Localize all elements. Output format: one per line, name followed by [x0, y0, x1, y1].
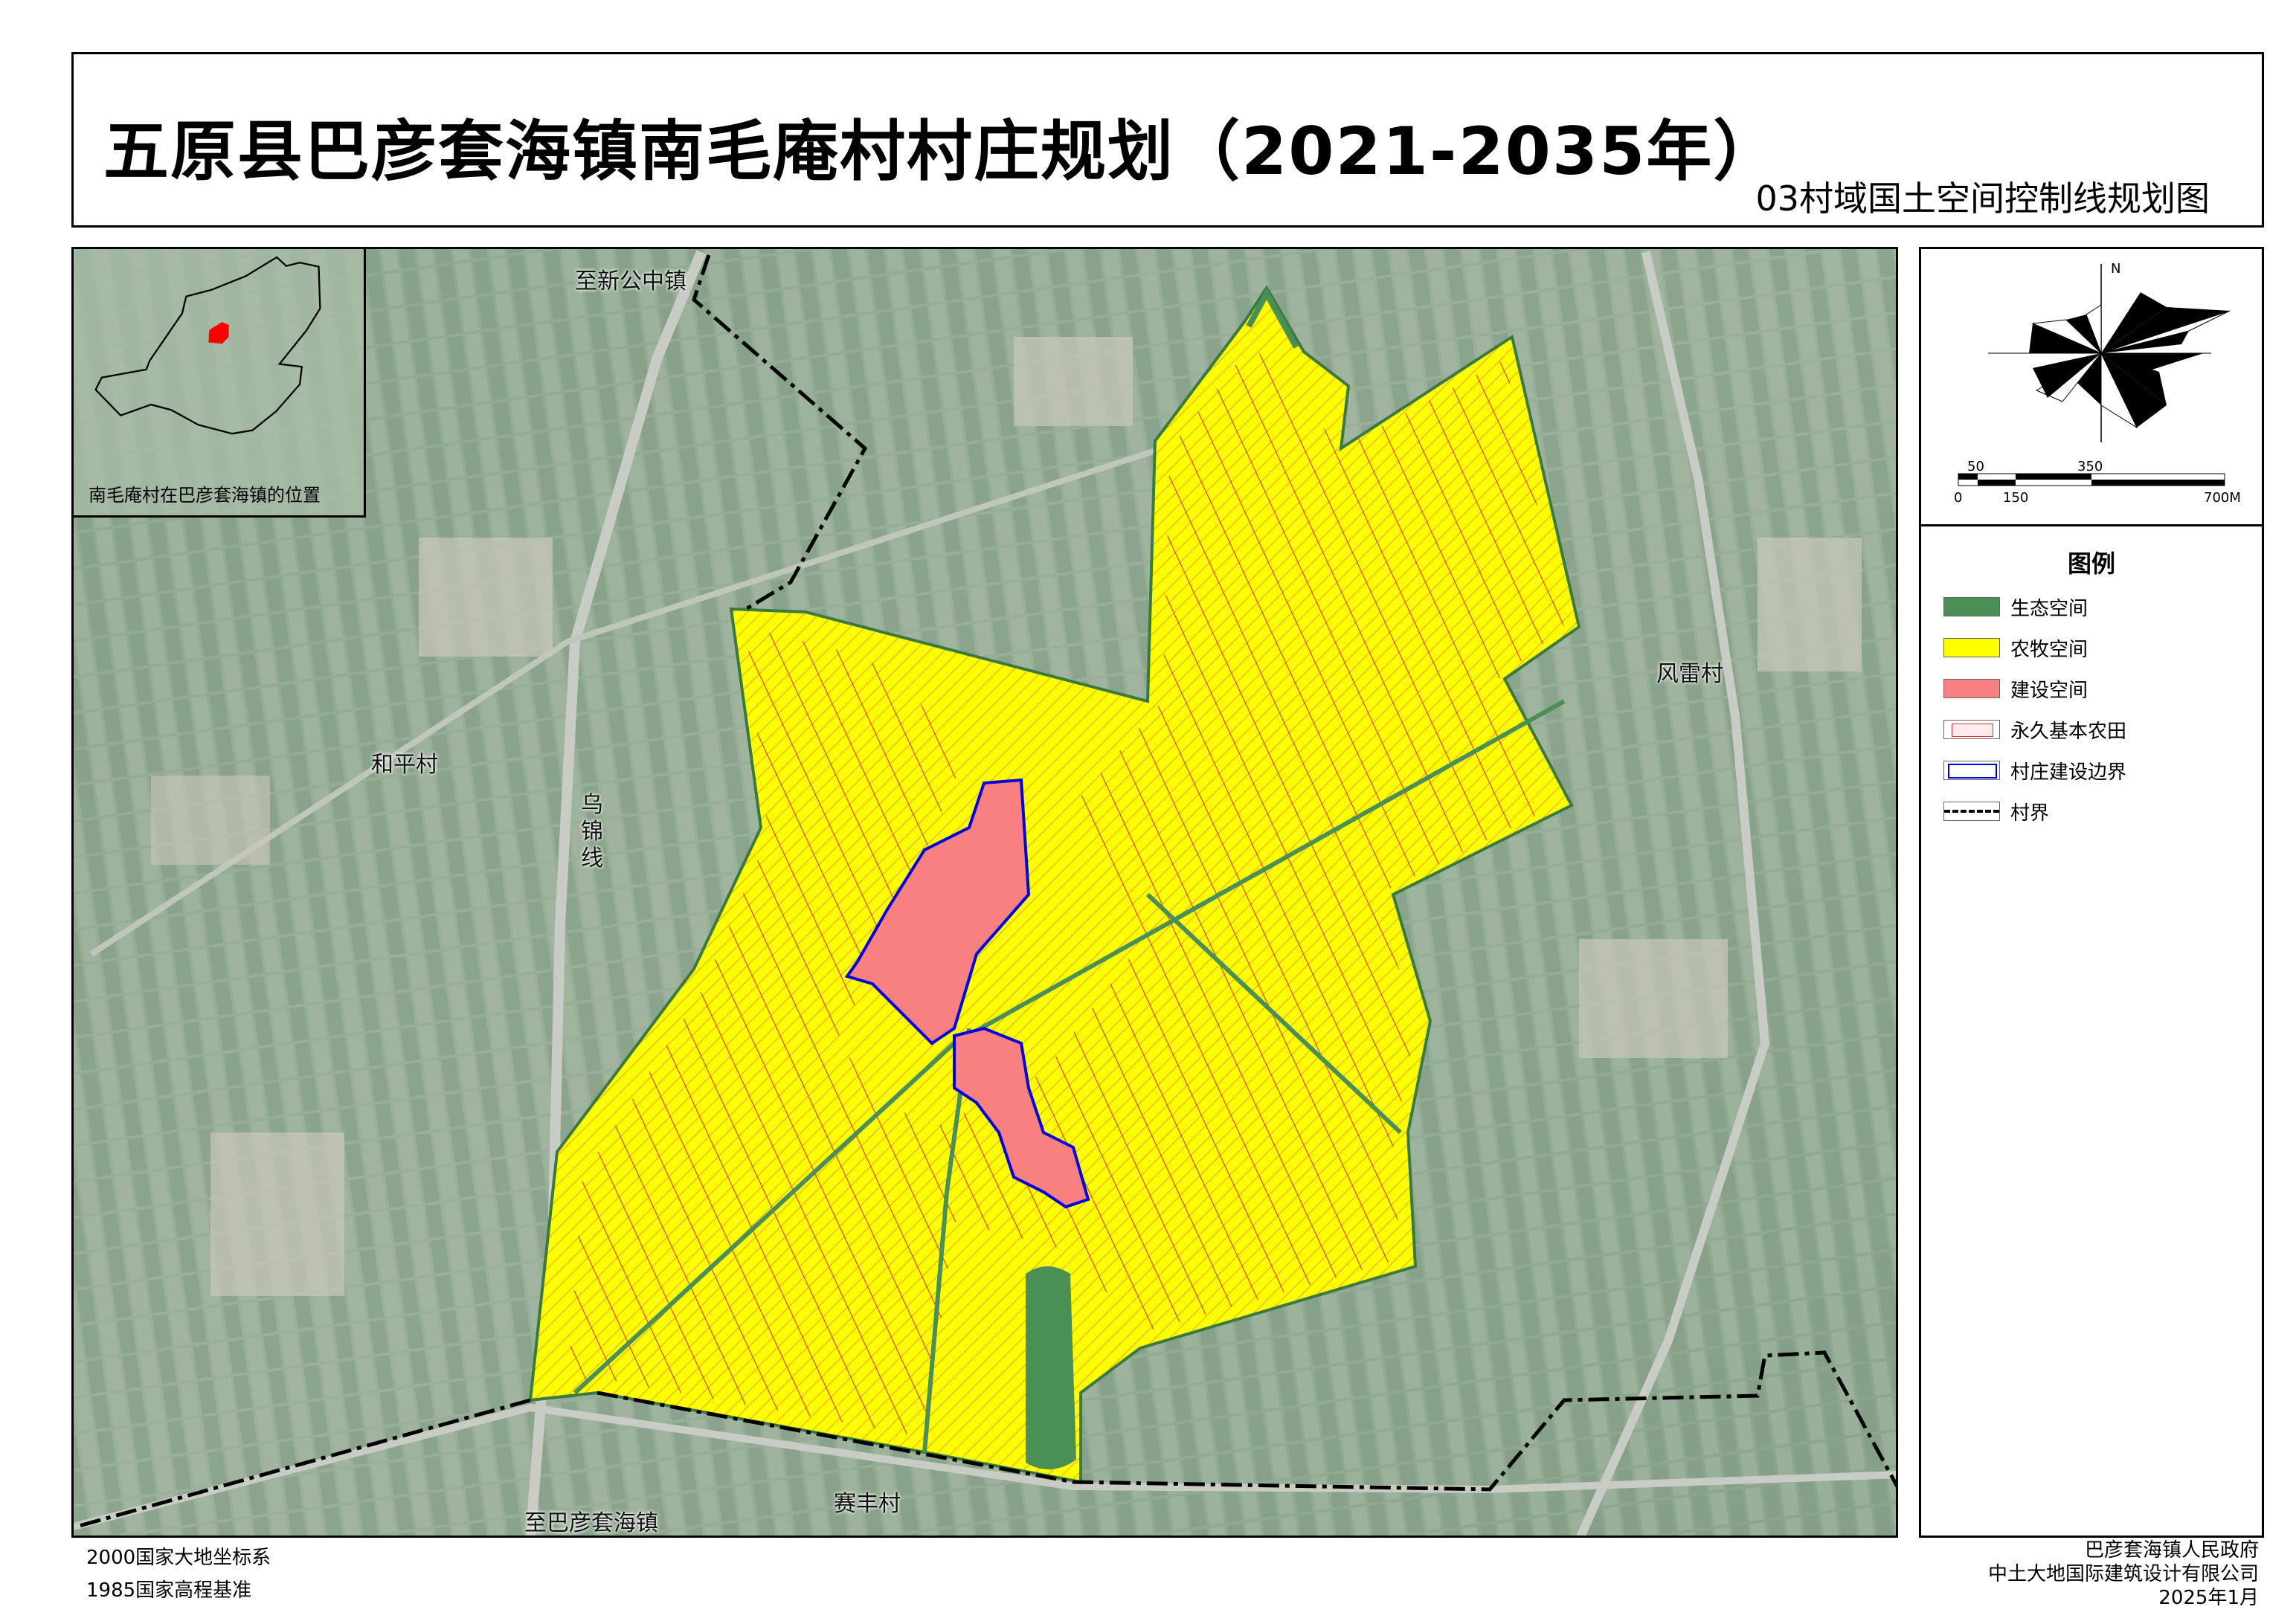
map-frame[interactable]: 南毛庵村在巴彦套海镇的位置 至新公中镇 和平村 乌锦线 风雷村 至巴彦套海镇 赛…	[71, 247, 1898, 1538]
ecological-strip-north	[1246, 287, 1299, 349]
label-west-village: 和平村	[371, 752, 438, 778]
swatch-agri	[1943, 638, 2000, 657]
issue-date: 2025年1月	[2158, 1587, 2259, 1609]
legend-item-construction: 建设空间	[1943, 677, 2088, 702]
label-north-road: 至新公中镇	[575, 268, 686, 294]
title-box: 五原县巴彦套海镇南毛庵村村庄规划（2021-2035年） 03村域国土空间控制线…	[71, 52, 2264, 228]
legend-item-village-line: 村界	[1943, 800, 2050, 825]
legend-item-ecological: 生态空间	[1943, 596, 2088, 620]
compass-scale-area: N 50 350 0 150 700M	[1921, 249, 2262, 526]
settlement	[210, 1132, 344, 1296]
swatch-village-construction-boundary	[1943, 761, 2000, 780]
road-east	[1576, 251, 1770, 1536]
swatch-ecological	[1943, 597, 2000, 616]
design-company: 中土大地国际建筑设计有限公司	[1987, 1563, 2259, 1585]
scale-label: 50	[1967, 459, 1984, 474]
construction-space-main[interactable]	[844, 778, 1031, 1045]
page-title: 五原县巴彦套海镇南毛庵村村庄规划（2021-2035年）	[103, 113, 1781, 190]
settlement	[1014, 337, 1133, 426]
legend-title: 图例	[2067, 550, 2115, 578]
scale-bar	[1958, 473, 2225, 486]
location-inset: 南毛庵村在巴彦套海镇的位置	[74, 249, 366, 518]
scale-label: 0	[1954, 490, 1962, 506]
permanent-basic-farmland[interactable]	[567, 344, 1564, 1437]
inset-caption: 南毛庵村在巴彦套海镇的位置	[89, 485, 321, 506]
label-south-village: 赛丰村	[834, 1491, 901, 1517]
legend-item-farmland: 永久基本农田	[1943, 718, 2127, 743]
scale-label: 350	[2077, 459, 2103, 474]
legend-label: 永久基本农田	[2010, 720, 2127, 743]
settlement	[1758, 538, 1862, 671]
map-canvas	[74, 249, 1896, 1536]
ecological-pond[interactable]	[1026, 1266, 1076, 1470]
township-outline	[94, 256, 321, 435]
scale-label: 700M	[2204, 490, 2241, 506]
issuing-authority: 巴彦套海镇人民政府	[2084, 1539, 2259, 1562]
legend-item-agri: 农牧空间	[1943, 637, 2088, 661]
legend-item-village-boundary: 村庄建设边界	[1943, 759, 2127, 784]
construction-space-south[interactable]	[953, 1026, 1090, 1209]
inset-map	[94, 256, 321, 435]
legend-label: 农牧空间	[2010, 638, 2088, 661]
settlement	[151, 776, 270, 865]
village-location-marker	[208, 322, 229, 344]
settlement	[419, 538, 553, 657]
legend-label: 村庄建设边界	[2010, 761, 2127, 784]
scale-label: 150	[2003, 490, 2028, 506]
legend-label: 村界	[2010, 802, 2050, 825]
legend-label: 建设空间	[2010, 679, 2088, 702]
legend-panel: N 50 350 0 150 700M 图例 生态空间 农牧空间 建设空间 永久…	[1919, 247, 2264, 1538]
road-south	[74, 1403, 1896, 1530]
village-boundary-line	[76, 254, 1896, 1529]
label-south-road: 至巴彦套海镇	[524, 1510, 658, 1536]
swatch-construction	[1943, 679, 2000, 698]
settlement	[1579, 939, 1728, 1058]
compass-north-label: N	[2111, 261, 2120, 277]
label-east-village: 风雷村	[1656, 661, 1723, 687]
elevation-datum-note: 1985国家高程基准	[86, 1579, 252, 1602]
swatch-farmland	[1943, 720, 2000, 739]
compass-rose-icon: N 50 350 0 150 700M	[1954, 261, 2241, 506]
swatch-village-line	[1943, 802, 2000, 821]
coordinate-system-note: 2000国家大地坐标系	[86, 1547, 271, 1569]
map-subtitle: 03村域国土空间控制线规划图	[1755, 178, 2210, 219]
label-road-name: 乌锦线	[581, 792, 603, 871]
legend-label: 生态空间	[2010, 597, 2088, 620]
